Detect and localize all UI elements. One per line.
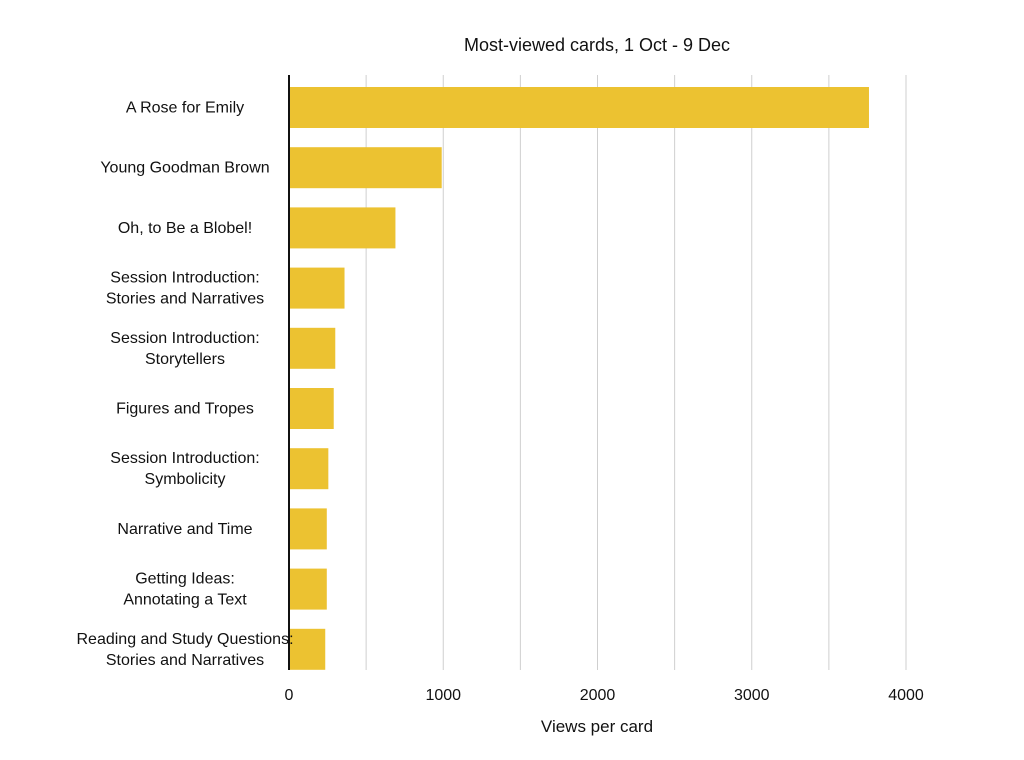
category-label: Reading and Study Questions: Stories and … [76,631,293,669]
category-label-line: Oh, to Be a Blobel! [118,220,252,237]
bar [289,508,327,550]
category-label: Narrative and Time [117,521,252,538]
category-label: Figures and Tropes [116,401,254,418]
category-label-line: Stories and Narratives [106,291,264,308]
bar [289,568,327,610]
category-label-line: Storytellers [145,351,225,368]
category-label-line: Reading and Study Questions: [76,631,293,648]
category-label-line: Young Goodman Brown [100,160,269,177]
bar [289,388,334,429]
x-tick-label: 3000 [734,687,770,704]
category-label-line: Session Introduction: [110,450,259,467]
chart-title: Most-viewed cards, 1 Oct - 9 Dec [464,35,730,55]
category-label: Session Introduction: Storytellers [110,330,259,368]
category-label: Getting Ideas: Annotating a Text [123,571,247,609]
x-axis-title: Views per card [541,717,653,736]
x-tick-label: 1000 [425,687,461,704]
category-label-line: Stories and Narratives [106,652,264,669]
category-label-line: A Rose for Emily [126,100,244,117]
gridlines [365,75,907,670]
category-label-line: Narrative and Time [117,521,252,538]
bar [289,448,329,490]
category-label-line: Annotating a Text [123,592,247,609]
bar [289,327,336,369]
category-label: Young Goodman Brown [100,160,269,177]
bar [289,267,345,309]
bar [289,628,326,670]
x-tick-label: 2000 [580,687,616,704]
category-label: Oh, to Be a Blobel! [118,220,252,237]
category-label-line: Session Introduction: [110,330,259,347]
bar [289,87,869,128]
category-label-line: Session Introduction: [110,270,259,287]
x-tick-labels: 0 1000 2000 3000 4000 [285,687,924,704]
bar [289,147,442,189]
category-label-line: Getting Ideas: [135,571,235,588]
category-label: Session Introduction: Symbolicity [110,450,259,488]
bar [289,207,396,249]
category-label-line: Figures and Tropes [116,401,254,418]
category-label: A Rose for Emily [126,100,244,117]
category-labels: A Rose for Emily Young Goodman Brown Oh, t… [76,100,293,669]
bars [289,87,869,670]
x-tick-label: 4000 [888,687,924,704]
category-label-line: Symbolicity [145,471,226,488]
category-label: Session Introduction: Stories and Narrati… [106,270,264,308]
x-tick-label: 0 [285,687,294,704]
